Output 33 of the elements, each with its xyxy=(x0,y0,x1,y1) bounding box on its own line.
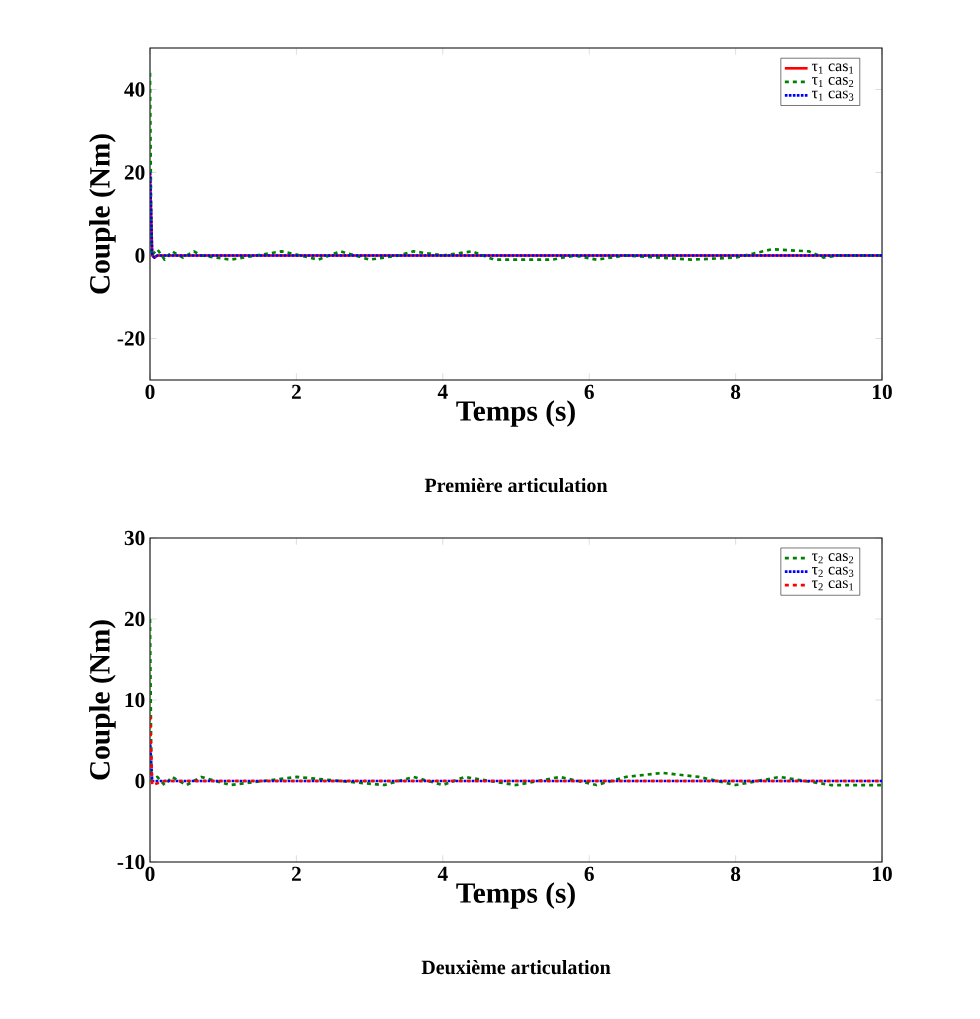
x-tick-label: 8 xyxy=(730,384,741,400)
legend-label: τ$_{2}$ cas$_{2}$ xyxy=(811,553,854,564)
text: Première articulation xyxy=(424,478,608,493)
x-tick-label: 10 xyxy=(873,866,892,882)
x-tick-label: 8 xyxy=(730,866,741,882)
y-axis-title: Couple (Nm) xyxy=(89,134,116,294)
y-tick-label: 20 xyxy=(124,165,145,180)
x-tick-label: 6 xyxy=(584,866,594,882)
x-tick-label: 2 xyxy=(291,384,301,399)
x-tick-label: 6 xyxy=(584,384,594,400)
y-tick-label: -10 xyxy=(117,854,145,870)
x-tick-label: 0 xyxy=(145,866,155,882)
legend-label: τ$_{2}$ cas$_{1}$ xyxy=(811,580,854,591)
x-tick-label: 2 xyxy=(291,866,301,881)
legend-label: τ$_{1}$ cas$_{3}$ xyxy=(811,90,854,101)
x-tick-label: 10 xyxy=(873,384,892,400)
y-tick-label: 40 xyxy=(124,82,145,97)
x-tick-label: 4 xyxy=(437,384,448,399)
y-tick-label: 20 xyxy=(124,611,145,627)
x-axis-title: Temps (s) xyxy=(456,882,575,909)
legend-label: τ$_{2}$ cas$_{3}$ xyxy=(811,566,854,577)
x-tick-label: 0 xyxy=(145,384,155,400)
y-tick-label: 0 xyxy=(135,248,145,263)
y-tick-label: 0 xyxy=(135,773,145,789)
legend-label: τ$_{1}$ cas$_{1}$ xyxy=(811,63,854,74)
y-tick-label: -20 xyxy=(117,331,145,346)
y-axis-title: Couple (Nm) xyxy=(89,620,116,780)
x-axis-title: Temps (s) xyxy=(456,400,575,427)
x-tick-label: 4 xyxy=(437,866,448,881)
text: Deuxième articulation xyxy=(421,960,611,975)
y-tick-label: 30 xyxy=(124,530,145,546)
legend-label: τ$_{1}$ cas$_{2}$ xyxy=(811,77,854,88)
y-tick-label: 10 xyxy=(125,692,145,708)
